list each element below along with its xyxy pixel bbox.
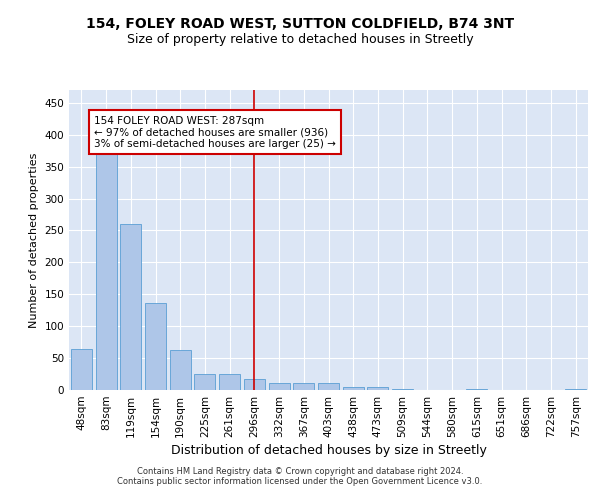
Text: Contains HM Land Registry data © Crown copyright and database right 2024.: Contains HM Land Registry data © Crown c…	[137, 467, 463, 476]
Text: Size of property relative to detached houses in Streetly: Size of property relative to detached ho…	[127, 32, 473, 46]
Y-axis label: Number of detached properties: Number of detached properties	[29, 152, 39, 328]
Text: 154 FOLEY ROAD WEST: 287sqm
← 97% of detached houses are smaller (936)
3% of sem: 154 FOLEY ROAD WEST: 287sqm ← 97% of det…	[94, 116, 335, 148]
Bar	[466, 388, 487, 390]
Bar	[367, 387, 388, 390]
Text: 154, FOLEY ROAD WEST, SUTTON COLDFIELD, B74 3NT: 154, FOLEY ROAD WEST, SUTTON COLDFIELD, …	[86, 18, 514, 32]
Bar	[565, 388, 586, 390]
Bar	[318, 383, 339, 390]
Bar	[244, 378, 265, 390]
Bar	[120, 224, 141, 390]
Bar	[219, 374, 240, 390]
Text: Contains public sector information licensed under the Open Government Licence v3: Contains public sector information licen…	[118, 477, 482, 486]
Bar	[269, 383, 290, 390]
Bar	[293, 383, 314, 390]
Bar	[170, 350, 191, 390]
Bar	[343, 387, 364, 390]
Bar	[392, 388, 413, 390]
Bar	[95, 150, 116, 390]
Bar	[145, 302, 166, 390]
X-axis label: Distribution of detached houses by size in Streetly: Distribution of detached houses by size …	[170, 444, 487, 457]
Bar	[194, 374, 215, 390]
Bar	[71, 348, 92, 390]
